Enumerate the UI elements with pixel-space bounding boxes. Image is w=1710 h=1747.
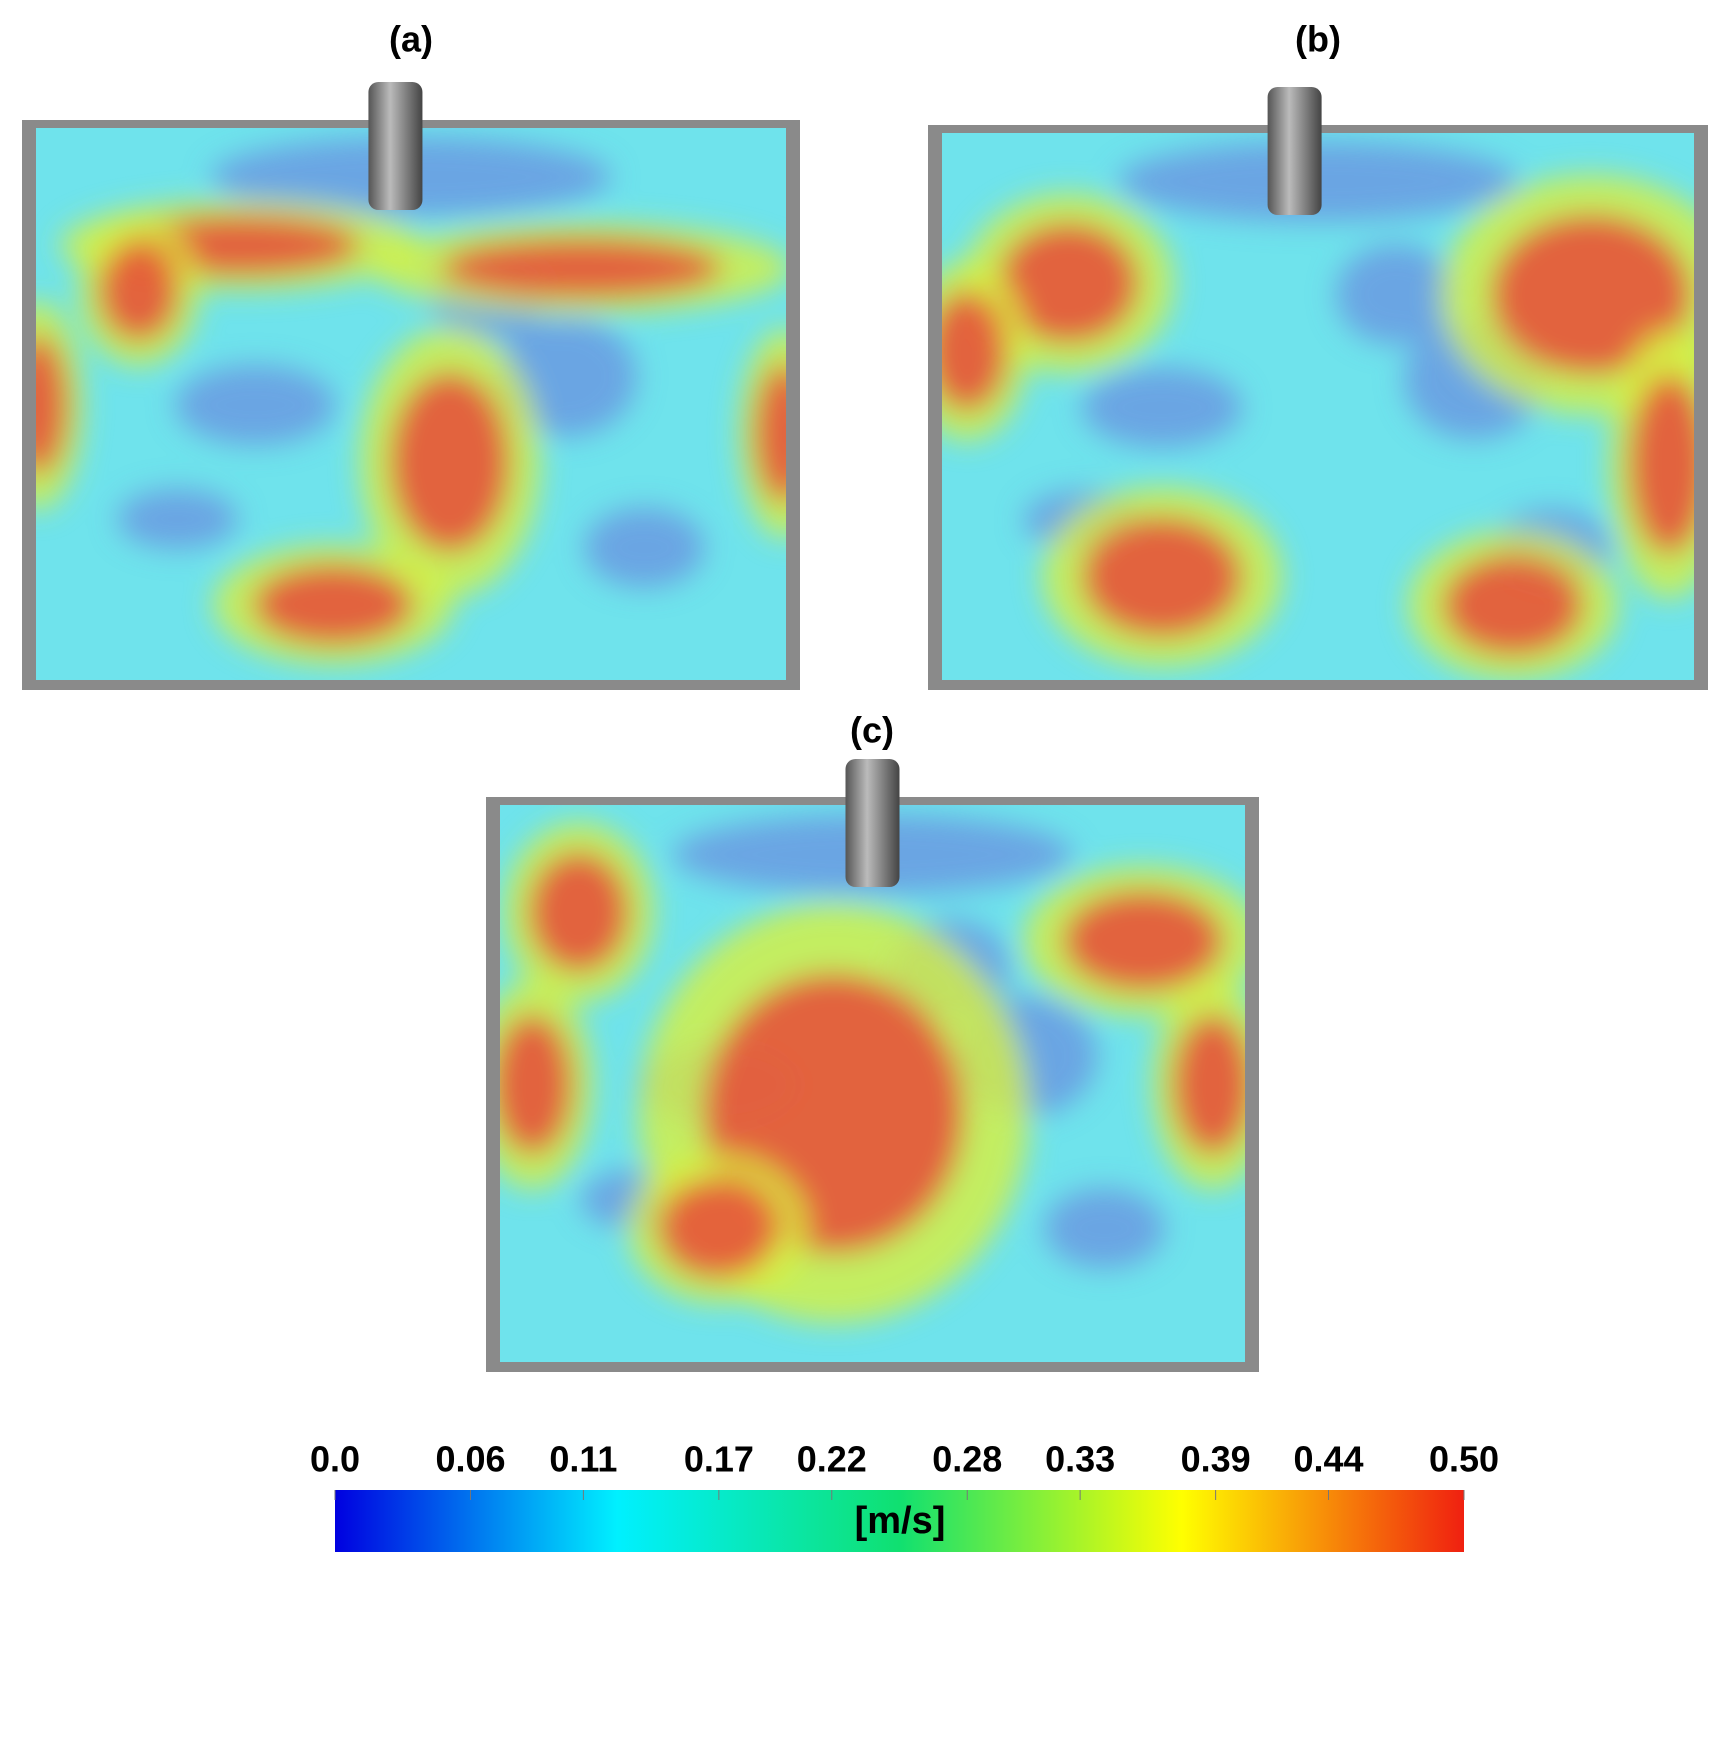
- low-velocity-region: [117, 489, 238, 549]
- panel-label: (b): [1295, 19, 1341, 60]
- colorbar-tick-label: 0.11: [549, 1439, 617, 1480]
- colorbar-tick-label: 0.28: [932, 1439, 1002, 1480]
- high-velocity-region: [98, 241, 179, 341]
- high-velocity-region: [754, 363, 786, 504]
- high-velocity-region: [942, 291, 1007, 411]
- high-velocity-region: [1629, 374, 1694, 554]
- high-velocity-region: [1063, 890, 1224, 991]
- colorbar-unit: [m/s]: [855, 1500, 946, 1542]
- panel: (a): [22, 19, 800, 690]
- flow-structures: [36, 137, 786, 665]
- high-velocity-region: [1443, 555, 1583, 656]
- high-velocity-region: [389, 372, 510, 552]
- low-velocity-region: [175, 365, 336, 445]
- colorbar-tick-label: 0.39: [1181, 1439, 1251, 1480]
- colorbar-tick-label: 0.17: [684, 1439, 754, 1480]
- high-velocity-region: [1082, 517, 1242, 637]
- high-velocity-region: [657, 1178, 778, 1279]
- low-velocity-region: [1336, 244, 1456, 345]
- colorbar-tick-label: 0.44: [1293, 1439, 1363, 1480]
- colorbar-tick-label: 0.50: [1429, 1439, 1499, 1480]
- colorbar-gradient: [335, 1490, 1464, 1552]
- panel-label: (c): [850, 710, 894, 751]
- nozzle: [845, 759, 900, 887]
- flow-structures: [942, 141, 1694, 680]
- panels: (a) (b) (c): [22, 19, 1708, 1372]
- nozzle: [368, 82, 423, 210]
- colorbar-tick-label: 0.33: [1045, 1439, 1115, 1480]
- high-velocity-region: [998, 223, 1139, 344]
- low-velocity-region: [1044, 1188, 1165, 1269]
- low-velocity-region: [584, 507, 705, 588]
- high-velocity-region: [442, 238, 723, 299]
- high-velocity-region: [1491, 214, 1691, 375]
- colorbar-tick-label: 0.0: [310, 1439, 360, 1480]
- colorbar-tick-label: 0.22: [797, 1439, 867, 1480]
- high-velocity-region: [253, 564, 414, 645]
- nozzle: [1267, 87, 1322, 215]
- flow-structures: [500, 814, 1245, 1324]
- high-velocity-region: [1172, 1014, 1245, 1155]
- panel-label: (a): [389, 19, 433, 60]
- high-velocity-region: [528, 852, 629, 972]
- low-velocity-region: [1082, 367, 1242, 448]
- panel: (c): [486, 710, 1259, 1372]
- high-velocity-region: [500, 1014, 573, 1155]
- high-velocity-region: [36, 335, 68, 475]
- colorbar: [m/s] 0.0 0.06 0.11 0.17 0.22 0.28 0.33 0.39 0.4…: [310, 1439, 1499, 1552]
- colorbar-tick-label: 0.06: [435, 1439, 505, 1480]
- panel: (b): [928, 19, 1708, 690]
